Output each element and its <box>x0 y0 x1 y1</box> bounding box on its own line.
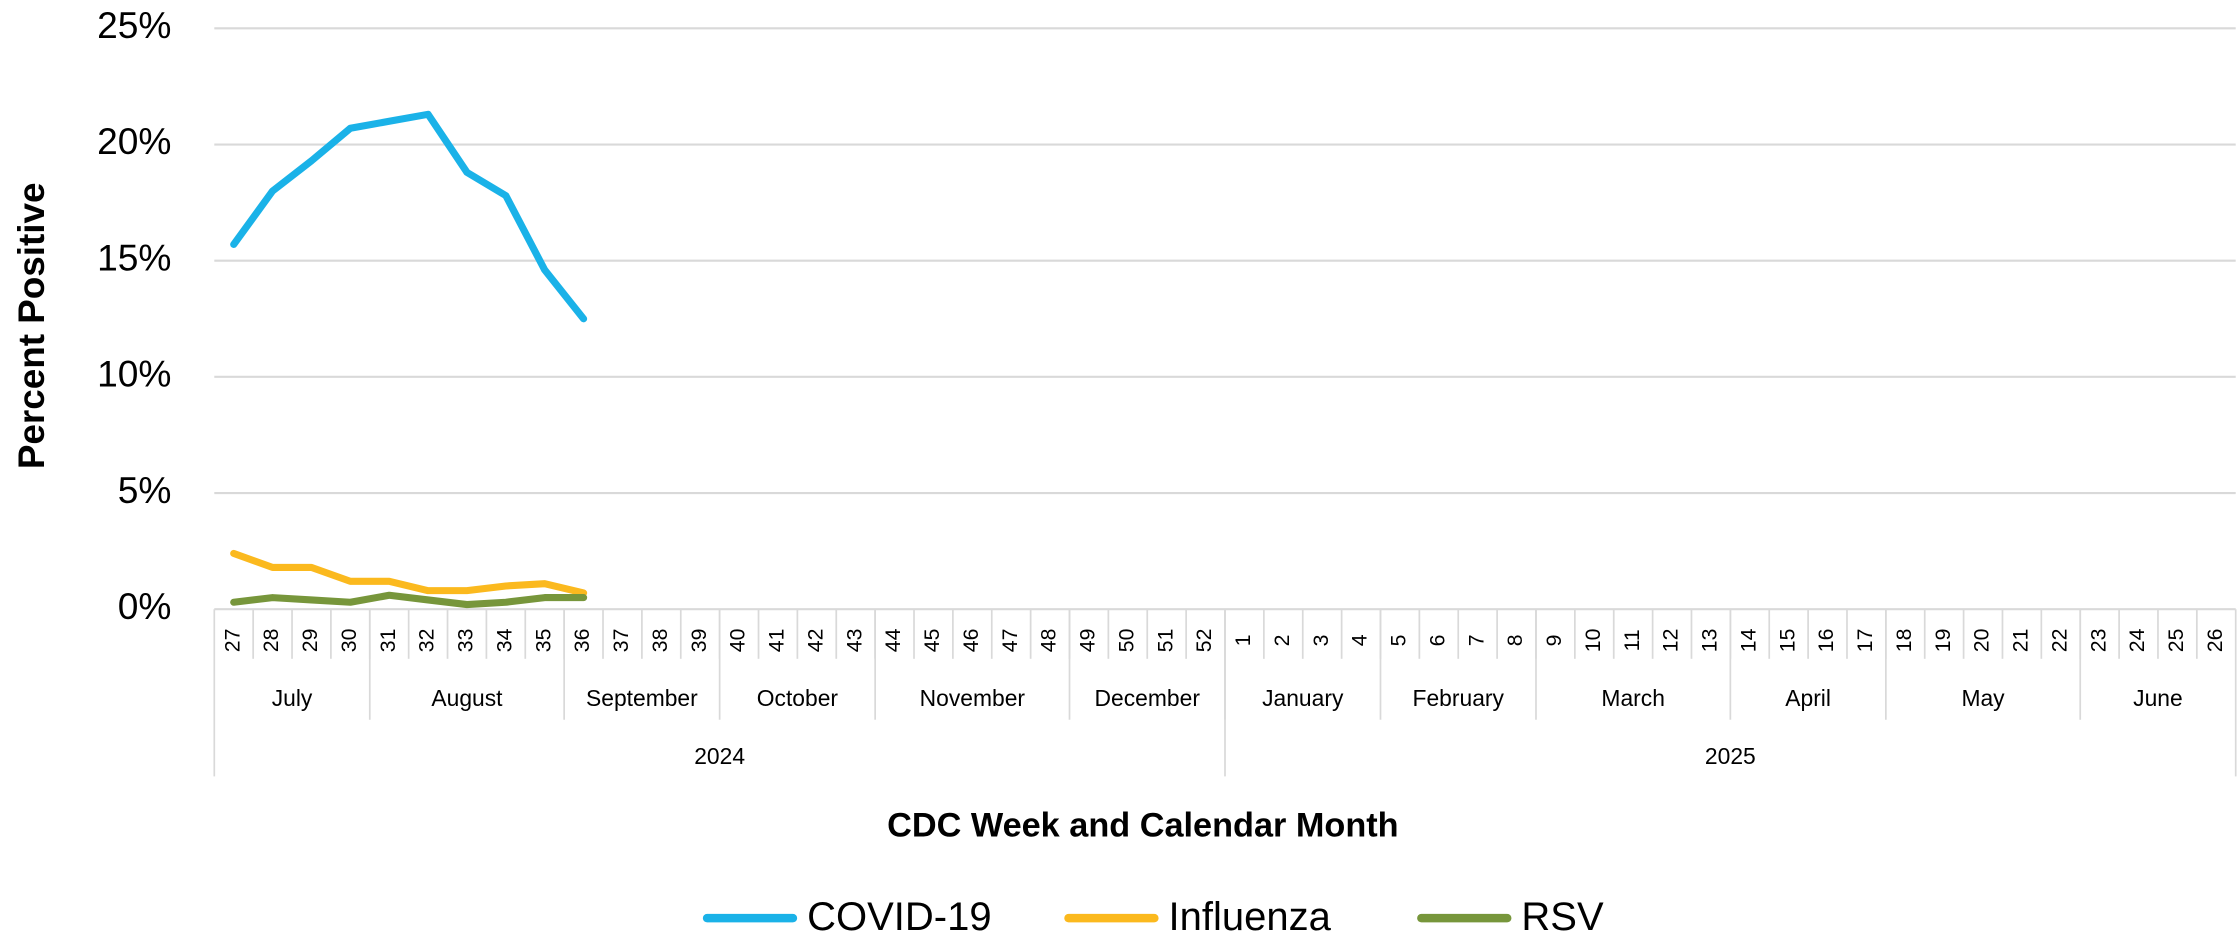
x-tick-label: 30 <box>337 628 361 652</box>
x-tick-label: 50 <box>1114 628 1138 652</box>
x-tick-label: 38 <box>648 629 672 653</box>
x-tick-label: 24 <box>2125 628 2149 652</box>
month-label: February <box>1413 685 1505 711</box>
x-tick-label: 29 <box>298 629 322 653</box>
x-tick-label: 13 <box>1698 629 1722 653</box>
x-tick-label: 49 <box>1076 629 1100 653</box>
x-tick-label: 47 <box>998 629 1022 653</box>
legend-label: RSV <box>1521 895 1604 939</box>
month-label: April <box>1785 685 1831 711</box>
year-label: 2024 <box>694 743 745 769</box>
month-label: November <box>920 685 1026 711</box>
series-line <box>230 110 588 323</box>
y-tick-label: 15% <box>97 238 171 279</box>
x-tick-label: 14 <box>1736 628 1760 652</box>
x-tick-label: 3 <box>1309 634 1333 646</box>
month-label: January <box>1262 685 1344 711</box>
x-tick-label: 46 <box>959 629 983 653</box>
x-tick-label: 40 <box>726 628 750 652</box>
x-tick-label: 25 <box>2164 629 2188 653</box>
y-tick-label: 10% <box>97 354 171 395</box>
x-tick-label: 7 <box>1464 634 1488 646</box>
x-tick-label: 36 <box>570 629 594 653</box>
x-tick-label: 26 <box>2203 629 2227 653</box>
x-tick-label: 35 <box>531 629 555 653</box>
series-line <box>230 591 588 609</box>
x-axis-label: CDC Week and Calendar Month <box>887 807 1399 845</box>
month-label: March <box>1601 685 1664 711</box>
x-tick-label: 45 <box>920 629 944 653</box>
x-tick-label: 2 <box>1270 634 1294 646</box>
legend-label: Influenza <box>1169 895 1332 939</box>
x-tick-label: 48 <box>1037 629 1061 653</box>
x-tick-label: 19 <box>1931 629 1955 653</box>
x-tick-label: 23 <box>2086 629 2110 653</box>
x-tick-label: 33 <box>454 629 478 653</box>
x-tick-label: 32 <box>415 629 439 653</box>
series-line <box>230 549 588 597</box>
x-tick-label: 4 <box>1348 634 1372 646</box>
x-tick-label: 27 <box>220 629 244 653</box>
y-tick-label: 0% <box>118 586 172 627</box>
x-tick-label: 52 <box>1192 629 1216 653</box>
y-tick-label: 20% <box>97 121 171 162</box>
month-label: December <box>1095 685 1201 711</box>
x-tick-label: 28 <box>259 629 283 653</box>
y-tick-label: 5% <box>118 470 172 511</box>
x-tick-label: 6 <box>1425 634 1449 646</box>
y-tick-label: 25% <box>97 5 171 46</box>
x-tick-label: 22 <box>2047 629 2071 653</box>
month-label: June <box>2133 685 2183 711</box>
x-tick-label: 20 <box>1970 628 1994 652</box>
x-tick-label: 17 <box>1853 629 1877 653</box>
x-tick-label: 41 <box>765 629 789 653</box>
month-label: May <box>1961 685 2005 711</box>
x-tick-label: 44 <box>881 628 905 652</box>
x-tick-label: 37 <box>609 629 633 653</box>
x-tick-label: 9 <box>1542 634 1566 646</box>
x-tick-label: 15 <box>1775 629 1799 653</box>
x-tick-label: 10 <box>1581 628 1605 652</box>
x-tick-label: 18 <box>1892 629 1916 653</box>
x-tick-label: 21 <box>2008 629 2032 653</box>
month-label: August <box>431 685 503 711</box>
legend-label: COVID-19 <box>807 895 991 939</box>
month-label: September <box>586 685 698 711</box>
month-label: July <box>272 685 313 711</box>
x-tick-label: 1 <box>1231 634 1255 646</box>
x-tick-label: 8 <box>1503 634 1527 646</box>
month-label: October <box>757 685 839 711</box>
x-tick-label: 42 <box>803 629 827 653</box>
x-tick-label: 39 <box>687 629 711 653</box>
x-tick-label: 5 <box>1387 634 1411 646</box>
x-tick-label: 12 <box>1659 629 1683 653</box>
x-tick-label: 51 <box>1153 629 1177 653</box>
x-tick-label: 31 <box>376 629 400 653</box>
x-tick-label: 34 <box>492 628 516 652</box>
y-axis-label: Percent Positive <box>11 183 52 470</box>
x-tick-label: 11 <box>1620 629 1644 651</box>
x-tick-label: 16 <box>1814 629 1838 653</box>
x-tick-label: 43 <box>842 629 866 653</box>
year-label: 2025 <box>1705 743 1756 769</box>
